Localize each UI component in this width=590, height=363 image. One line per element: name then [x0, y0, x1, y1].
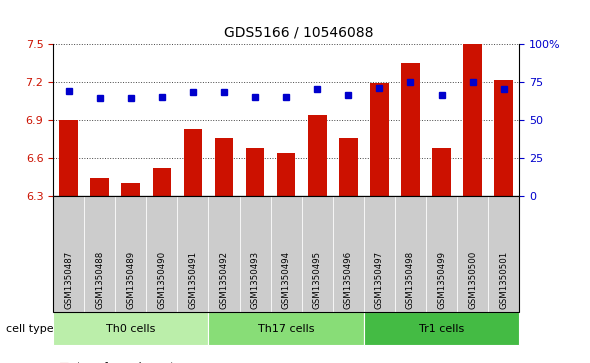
Text: GSM1350493: GSM1350493 [251, 250, 260, 309]
Bar [432, 148, 451, 196]
Bar [401, 63, 419, 196]
Bar [494, 80, 513, 196]
Text: GDS5166 / 10546088: GDS5166 / 10546088 [224, 25, 373, 40]
Text: cell type ▶: cell type ▶ [6, 323, 65, 334]
Text: GSM1350501: GSM1350501 [499, 250, 508, 309]
Text: GSM1350492: GSM1350492 [219, 250, 228, 309]
Bar [215, 138, 233, 196]
Bar [122, 183, 140, 196]
Text: GSM1350494: GSM1350494 [281, 250, 291, 309]
Bar [463, 44, 482, 196]
Text: GSM1350499: GSM1350499 [437, 250, 446, 309]
Text: Tr1 cells: Tr1 cells [419, 323, 464, 334]
Text: ■: ■ [59, 362, 70, 363]
Bar [153, 168, 171, 196]
Bar [246, 148, 264, 196]
Text: GSM1350489: GSM1350489 [126, 250, 135, 309]
Text: GSM1350495: GSM1350495 [313, 250, 322, 309]
Bar [339, 138, 358, 196]
Text: Th0 cells: Th0 cells [106, 323, 156, 334]
Text: GSM1350488: GSM1350488 [95, 250, 104, 309]
Text: GSM1350496: GSM1350496 [344, 250, 353, 309]
Text: GSM1350498: GSM1350498 [406, 250, 415, 309]
Text: Th17 cells: Th17 cells [258, 323, 314, 334]
Text: transformed count: transformed count [77, 362, 174, 363]
Text: GSM1350491: GSM1350491 [188, 250, 198, 309]
Bar [277, 153, 296, 196]
Bar [308, 115, 326, 196]
Bar [90, 178, 109, 196]
Bar [60, 120, 78, 196]
Text: GSM1350487: GSM1350487 [64, 250, 73, 309]
Bar [370, 83, 389, 196]
Bar [183, 129, 202, 196]
Text: GSM1350497: GSM1350497 [375, 250, 384, 309]
Text: GSM1350490: GSM1350490 [158, 250, 166, 309]
Text: GSM1350500: GSM1350500 [468, 250, 477, 309]
